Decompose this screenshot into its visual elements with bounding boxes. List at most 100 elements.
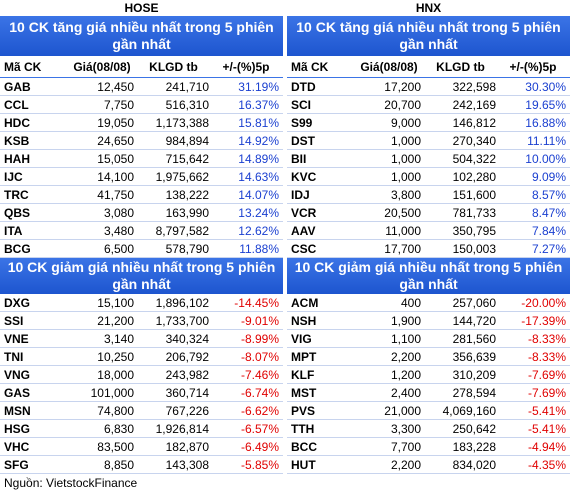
cell: 340,324: [165, 332, 209, 346]
cell: 41,750: [97, 188, 134, 202]
cell: 9,000: [390, 116, 421, 130]
data-row: S99 9,000 146,812 16.88%: [287, 114, 570, 132]
cell: 6,500: [103, 242, 134, 256]
cell: 350,795: [452, 224, 496, 238]
data-row: VNG 18,000 243,982 -7.46%: [0, 366, 283, 384]
cell: 17,700: [384, 242, 421, 256]
cell: HDC: [4, 116, 30, 130]
cell: VIG: [291, 332, 312, 346]
cell: 715,642: [165, 152, 209, 166]
cell: SCI: [291, 98, 312, 112]
cell: -6.57%: [240, 422, 279, 436]
cell: 8,850: [103, 458, 134, 472]
data-row: AAV 11,000 350,795 7.84%: [287, 222, 570, 240]
data-row: CSC 17,700 150,003 7.27%: [287, 240, 570, 258]
cell: 10.00%: [525, 152, 566, 166]
cell: 1,926,814: [155, 422, 209, 436]
cell: 834,020: [452, 458, 496, 472]
cell: DST: [291, 134, 315, 148]
column-header: KLGD tb: [436, 60, 485, 74]
data-row: TNI 10,250 206,792 -8.07%: [0, 348, 283, 366]
cell: -8.99%: [240, 332, 279, 346]
cell: 143,308: [165, 458, 209, 472]
data-row: BII 1,000 504,322 10.00%: [287, 150, 570, 168]
cell: 15.81%: [238, 116, 279, 130]
cell: 767,226: [165, 404, 209, 418]
cell: MSN: [4, 404, 31, 418]
cell: 16.37%: [238, 98, 279, 112]
cell: 250,642: [452, 422, 496, 436]
data-row: MPT 2,200 356,639 -8.33%: [287, 348, 570, 366]
cell: 182,870: [165, 440, 209, 454]
data-row: QBS 3,080 163,990 13.24%: [0, 204, 283, 222]
cell: 257,060: [452, 296, 496, 310]
cell: 3,300: [390, 422, 421, 436]
cell: 1,900: [390, 314, 421, 328]
data-row: CCL 7,750 516,310 16.37%: [0, 96, 283, 114]
cell: MST: [291, 386, 317, 400]
cell: 31.19%: [238, 80, 279, 94]
cell: 278,594: [452, 386, 496, 400]
cell: 24,650: [97, 134, 134, 148]
cell: 322,598: [452, 80, 496, 94]
cell: IDJ: [291, 188, 310, 202]
cell: -7.69%: [527, 368, 566, 382]
cell: 3,800: [390, 188, 421, 202]
data-row: KSB 24,650 984,894 14.92%: [0, 132, 283, 150]
cell: 3,140: [103, 332, 134, 346]
cell: 183,228: [452, 440, 496, 454]
cell: 10,250: [97, 350, 134, 364]
data-row: DXG 15,100 1,896,102 -14.45%: [0, 294, 283, 312]
cell: 83,500: [97, 440, 134, 454]
data-row: IJC 14,100 1,975,662 14.63%: [0, 168, 283, 186]
data-row: KLF 1,200 310,209 -7.69%: [287, 366, 570, 384]
exchange-column: HNX 10 CK tăng giá nhiều nhất trong 5 phi…: [287, 0, 570, 474]
cell: -6.62%: [240, 404, 279, 418]
cell: VNG: [4, 368, 31, 382]
cell: -20.00%: [521, 296, 566, 310]
cell: 15,050: [97, 152, 134, 166]
cell: 504,322: [452, 152, 496, 166]
cell: 13.24%: [238, 206, 279, 220]
column-header-row: Mã CK Giá(08/08) KLGD tb +/-(%)5p: [0, 56, 283, 78]
cell: 781,733: [452, 206, 496, 220]
cell: 30.30%: [525, 80, 566, 94]
cell: 146,812: [452, 116, 496, 130]
cell: 11.88%: [239, 242, 279, 256]
cell: 4,069,160: [442, 404, 496, 418]
cell: 3,480: [103, 224, 134, 238]
data-row: HSG 6,830 1,926,814 -6.57%: [0, 420, 283, 438]
cell: VNE: [4, 332, 29, 346]
cell: IJC: [4, 170, 23, 184]
cell: ITA: [4, 224, 23, 238]
data-row: SSI 21,200 1,733,700 -9.01%: [0, 312, 283, 330]
cell: 2,200: [390, 350, 421, 364]
cell: -8.33%: [527, 350, 566, 364]
data-row: KVC 1,000 102,280 9.09%: [287, 168, 570, 186]
cell: HUT: [291, 458, 316, 472]
cell: 8,797,582: [155, 224, 209, 238]
data-row: GAB 12,450 241,710 31.19%: [0, 78, 283, 96]
exchange-name: HOSE: [124, 1, 159, 15]
cell: 21,200: [97, 314, 134, 328]
cell: 6,830: [103, 422, 134, 436]
cell: 74,800: [97, 404, 134, 418]
cell: 11.11%: [527, 134, 566, 148]
cell: 984,894: [165, 134, 209, 148]
cell: -17.39%: [521, 314, 566, 328]
data-row: MSN 74,800 767,226 -6.62%: [0, 402, 283, 420]
cell: -7.46%: [240, 368, 279, 382]
cell: 7.84%: [531, 224, 566, 238]
cell: 270,340: [452, 134, 496, 148]
cell: 1,200: [390, 368, 421, 382]
data-row: VCR 20,500 781,733 8.47%: [287, 204, 570, 222]
cell: 19,050: [97, 116, 134, 130]
data-row: BCG 6,500 578,790 11.88%: [0, 240, 283, 258]
cell: KSB: [4, 134, 30, 148]
exchange-column: HOSE 10 CK tăng giá nhiều nhất trong 5 ph…: [0, 0, 283, 474]
column-header: KLGD tb: [149, 60, 198, 74]
cell: BII: [291, 152, 307, 166]
cell: PVS: [291, 404, 316, 418]
section-title: 10 CK tăng giá nhiều nhất trong 5 phiên …: [0, 16, 283, 56]
